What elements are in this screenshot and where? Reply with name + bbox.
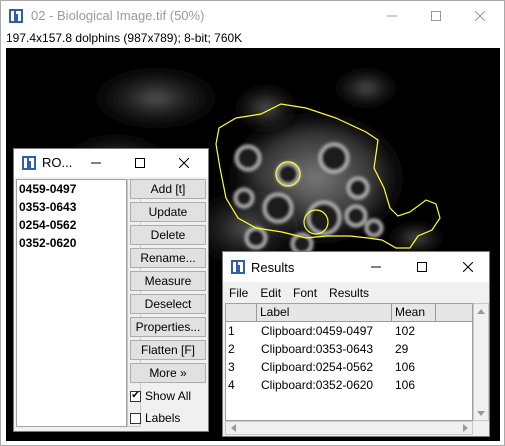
scroll-arrow-icon [462, 424, 468, 432]
show-all-label: Show All [145, 389, 192, 403]
scroll-left-arrow[interactable] [226, 422, 240, 434]
maximize-icon [431, 11, 441, 21]
column-header-label[interactable]: Label [257, 304, 392, 321]
deselect-button[interactable]: Deselect [130, 294, 206, 314]
imagej-app-icon [231, 260, 245, 274]
roi-manager-window: RO... 0459-0497 0353-0643 0254-0562 0352… [13, 148, 209, 432]
results-table[interactable]: Label Mean 1 Clipboard:0459-0497 102 2 C… [225, 303, 473, 421]
row-label: Clipboard:0459-0497 [261, 324, 374, 338]
flatten-button[interactable]: Flatten [F] [130, 340, 206, 360]
scroll-arrow-icon [477, 410, 485, 416]
column-header-index[interactable] [226, 304, 257, 321]
scroll-down-arrow[interactable] [474, 406, 488, 420]
roi-list-item[interactable]: 0254-0562 [19, 218, 77, 232]
checkmark-icon: ✔ [130, 390, 141, 402]
results-maximize-button[interactable] [399, 252, 445, 282]
roi-list-item[interactable]: 0353-0643 [19, 200, 77, 214]
results-close-button[interactable] [445, 252, 491, 282]
more-button[interactable]: More » [130, 363, 206, 383]
maximize-icon [135, 158, 145, 168]
scroll-right-arrow[interactable] [458, 422, 472, 434]
results-title: Results [251, 260, 295, 275]
row-index: 3 [228, 360, 235, 374]
roi-outline-polygon[interactable] [215, 103, 441, 249]
roi-list[interactable]: 0459-0497 0353-0643 0254-0562 0352-0620 [16, 179, 127, 427]
table-row[interactable]: 1 Clipboard:0459-0497 102 [226, 322, 472, 340]
image-window-titlebar[interactable]: 02 - Biological Image.tif (50%) [1, 1, 504, 31]
roi-list-item[interactable]: 0459-0497 [19, 182, 77, 196]
results-titlebar[interactable]: Results [223, 252, 489, 282]
row-mean: 102 [395, 324, 416, 338]
roi-close-button[interactable] [162, 149, 206, 177]
maximize-button[interactable] [414, 1, 458, 31]
checkbox-empty-icon [130, 412, 141, 424]
labels-label: Labels [145, 411, 181, 425]
rename-button[interactable]: Rename... [130, 248, 206, 268]
results-table-header: Label Mean [226, 304, 472, 322]
minimize-icon [91, 162, 101, 164]
roi-list-item[interactable]: 0352-0620 [19, 236, 77, 250]
scroll-arrow-icon [230, 424, 236, 432]
row-mean: 29 [395, 342, 409, 356]
row-label: Clipboard:0353-0643 [261, 342, 374, 356]
table-row[interactable]: 3 Clipboard:0254-0562 106 [226, 358, 472, 376]
delete-button[interactable]: Delete [130, 225, 206, 245]
column-header-mean[interactable]: Mean [392, 304, 436, 321]
table-row[interactable]: 4 Clipboard:0352-0620 106 [226, 376, 472, 394]
close-icon [475, 11, 485, 21]
roi-manager-titlebar[interactable]: RO... [14, 149, 208, 177]
close-button[interactable] [458, 1, 502, 31]
roi-maximize-button[interactable] [118, 149, 162, 177]
imagej-app-icon [22, 156, 36, 170]
results-horizontal-scrollbar[interactable] [225, 421, 473, 435]
add-button[interactable]: Add [t] [130, 179, 206, 199]
row-index: 1 [228, 324, 235, 338]
scroll-arrow-icon [477, 308, 485, 314]
roi-manager-title: RO... [42, 155, 73, 170]
minimize-icon [371, 266, 381, 268]
close-icon [463, 262, 473, 272]
measure-button[interactable]: Measure [130, 271, 206, 291]
results-menubar: File Edit Font Results [223, 282, 489, 302]
results-minimize-button[interactable] [353, 252, 399, 282]
row-label: Clipboard:0352-0620 [261, 378, 374, 392]
properties-button[interactable]: Properties... [130, 317, 206, 337]
minimize-button[interactable] [370, 1, 414, 31]
results-window: Results File Edit Font Results Label Mea… [222, 251, 490, 437]
table-row[interactable]: 2 Clipboard:0353-0643 29 [226, 340, 472, 358]
roi-outline-circle-2[interactable] [303, 209, 329, 235]
labels-checkbox[interactable]: Labels [130, 409, 180, 427]
update-button[interactable]: Update [130, 202, 206, 222]
row-index: 4 [228, 378, 235, 392]
row-label: Clipboard:0254-0562 [261, 360, 374, 374]
image-info-bar: 197.4x157.8 dolphins (987x789); 8-bit; 7… [6, 31, 243, 45]
menu-file[interactable]: File [229, 286, 249, 300]
results-vertical-scrollbar[interactable] [473, 303, 489, 421]
menu-results[interactable]: Results [329, 286, 370, 300]
imagej-app-icon [9, 9, 23, 23]
row-mean: 106 [395, 378, 416, 392]
row-mean: 106 [395, 360, 416, 374]
menu-font[interactable]: Font [293, 286, 318, 300]
maximize-icon [417, 262, 427, 272]
menu-edit[interactable]: Edit [260, 286, 282, 300]
roi-minimize-button[interactable] [74, 149, 118, 177]
scroll-up-arrow[interactable] [474, 304, 488, 318]
close-icon [179, 158, 189, 168]
row-index: 2 [228, 342, 235, 356]
show-all-checkbox[interactable]: ✔ Show All [130, 387, 191, 405]
roi-outline-circle-1[interactable] [275, 161, 301, 187]
image-window-title: 02 - Biological Image.tif (50%) [31, 8, 205, 23]
minimize-icon [387, 15, 397, 17]
